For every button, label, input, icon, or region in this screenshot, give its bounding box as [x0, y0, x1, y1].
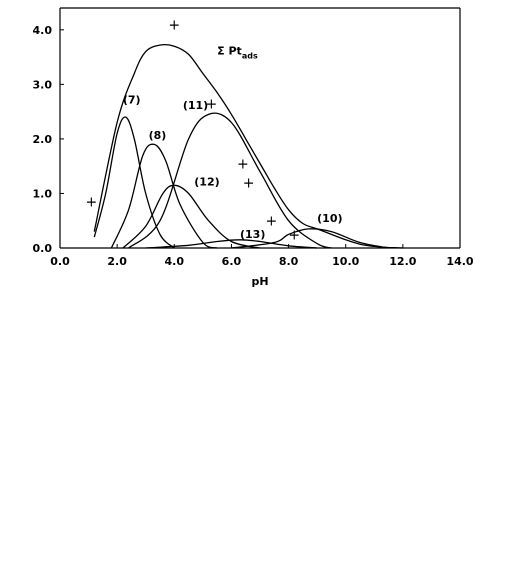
x-tick-label: 8.0 [279, 255, 299, 268]
data-point: + [237, 156, 249, 172]
data-point: + [288, 227, 300, 243]
curve-label-3: (11) [183, 99, 208, 112]
curve-label-0: (7) [123, 93, 141, 106]
y-tick-label: 0.0 [33, 242, 53, 255]
data-point: + [206, 96, 218, 112]
y-tick-label: 4.0 [33, 24, 53, 37]
data-point: + [266, 214, 278, 230]
curve-label-1: (8) [149, 129, 167, 142]
x-axis-title: pH [251, 275, 268, 288]
x-tick-label: 6.0 [222, 255, 242, 268]
y-tick-label: 3.0 [33, 78, 53, 91]
curve-3 [128, 112, 332, 249]
curve-label-4: (13) [240, 228, 265, 241]
x-tick-label: 0.0 [50, 255, 70, 268]
curve-label-6: Σ Ptads [217, 44, 258, 60]
data-point: + [86, 195, 98, 211]
curve-0 [93, 116, 175, 249]
axis-ticks: 0.0 2.0 4.0 6.0 8.0 10.0 12.0 14.0 0.0 1.0 2.0 3.0 4… [33, 24, 474, 268]
curve-4 [145, 239, 318, 249]
curve-label-subscript: ads [242, 51, 258, 60]
curve-labels: (7) (8) (12) (11) (13) (10) Σ Ptads [123, 44, 343, 241]
x-tick-label: 14.0 [446, 255, 473, 268]
data-point: + [243, 176, 255, 192]
x-tick-label: 10.0 [332, 255, 359, 268]
y-tick-label: 1.0 [33, 187, 53, 200]
curve-label-2: (12) [194, 175, 219, 188]
curve-5 [231, 228, 389, 249]
x-tick-label: 2.0 [107, 255, 127, 268]
data-point: + [168, 17, 180, 33]
data-points: + + + + + + + [86, 17, 301, 243]
curve-label-5: (10) [317, 212, 342, 225]
plot-frame [59, 7, 461, 249]
x-tick-label: 4.0 [165, 255, 185, 268]
curve-1 [110, 143, 218, 249]
curves [93, 43, 403, 249]
x-tick-label: 12.0 [389, 255, 416, 268]
curve-6 [93, 43, 403, 249]
y-tick-label: 2.0 [33, 133, 53, 146]
